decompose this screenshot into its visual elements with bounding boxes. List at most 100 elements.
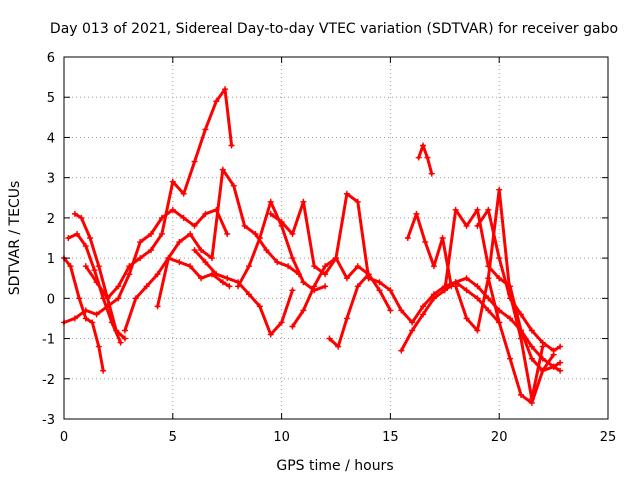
data-point-marker [95,343,102,350]
data-point-marker [65,235,72,241]
data-point-marker [452,206,459,213]
data-point-marker [252,230,259,237]
data-point-marker [452,283,459,290]
data-point-marker [87,235,94,241]
data-point-marker [496,275,503,282]
data-point-marker [230,182,237,189]
y-tick-label: -3 [42,413,55,428]
data-point-marker [219,279,226,286]
data-point-marker [267,331,274,338]
x-tick-label: 20 [491,430,508,445]
data-point-marker [387,307,394,314]
series-line [269,200,371,280]
data-point-marker [180,214,187,221]
data-point-marker [289,255,296,262]
data-point-marker [198,275,205,282]
data-point-marker [213,271,220,278]
data-point-marker [311,283,318,290]
data-point-marker [180,190,187,197]
data-point-marker [213,98,220,105]
x-tick-label: 25 [600,430,617,445]
data-point-marker [474,295,481,302]
data-point-marker [496,255,503,262]
data-point-marker [507,295,514,302]
data-point-marker [485,295,492,302]
series-line [291,192,371,328]
x-tick-label: 15 [382,430,399,445]
data-point-marker [71,210,78,217]
data-point-marker [187,230,194,237]
data-point-marker [82,263,89,270]
data-point-marker [115,283,122,290]
data-point-marker [137,255,144,262]
data-point-marker [496,319,503,326]
data-point-marker [507,355,514,362]
data-point-marker [289,230,296,237]
data-point-marker [198,247,205,254]
data-point-marker [241,222,248,229]
data-point-marker [528,399,535,406]
data-point-marker [496,186,503,193]
data-point-marker [121,335,128,342]
series-track-7 [154,166,303,310]
series-track-19 [474,206,564,354]
data-point-marker [71,315,78,322]
data-point-marker [439,235,446,241]
data-point-marker [474,327,481,334]
data-point-marker [100,367,107,374]
data-point-marker [82,315,89,322]
data-point-marker [474,206,481,213]
data-point-marker [67,263,74,270]
data-point-marker [420,311,427,318]
data-point-marker [158,230,165,237]
data-point-marker [93,311,100,318]
data-point-marker [278,319,285,326]
data-point-marker [485,275,492,282]
data-point-marker [354,263,361,270]
data-point-marker [376,287,383,294]
data-point-marker [528,327,535,334]
data-point-marker [300,279,307,286]
series-line [399,276,562,369]
y-tick-label: 6 [47,51,55,66]
y-tick-label: 2 [47,212,55,227]
data-point-marker [219,166,226,173]
data-point-marker [343,275,350,282]
series-line [406,212,453,288]
data-point-marker [267,198,274,205]
data-point-marker [226,283,233,290]
data-point-marker [176,239,183,246]
data-point-marker [463,287,470,294]
data-point-marker [528,343,535,350]
data-point-marker [169,178,176,185]
data-point-marker [507,315,514,322]
data-point-marker [82,243,89,250]
y-tick-label: -1 [42,333,55,348]
data-point-marker [517,311,524,318]
data-point-marker [113,327,120,334]
y-tick-label: 1 [47,252,55,267]
data-point-marker [335,343,342,350]
data-point-marker [430,263,437,270]
data-point-marker [208,255,215,262]
series-line [62,208,229,324]
data-point-marker [387,287,394,294]
data-point-marker [202,259,209,266]
data-point-marker [539,339,546,346]
data-point-marker [539,367,546,374]
data-point-marker [398,307,405,314]
data-point-marker [126,263,133,270]
data-point-marker [300,198,307,205]
series-track-8 [191,247,296,338]
data-point-marker [428,170,435,177]
data-point-marker [245,263,252,270]
data-point-marker [126,271,133,278]
series-track-12 [326,271,394,350]
data-point-marker [224,275,231,282]
data-point-marker [420,142,427,149]
x-tick-label: 0 [60,430,68,445]
data-point-marker [115,295,122,302]
series-track-16 [404,210,455,290]
data-point-marker [517,335,524,342]
data-point-marker [343,315,350,322]
